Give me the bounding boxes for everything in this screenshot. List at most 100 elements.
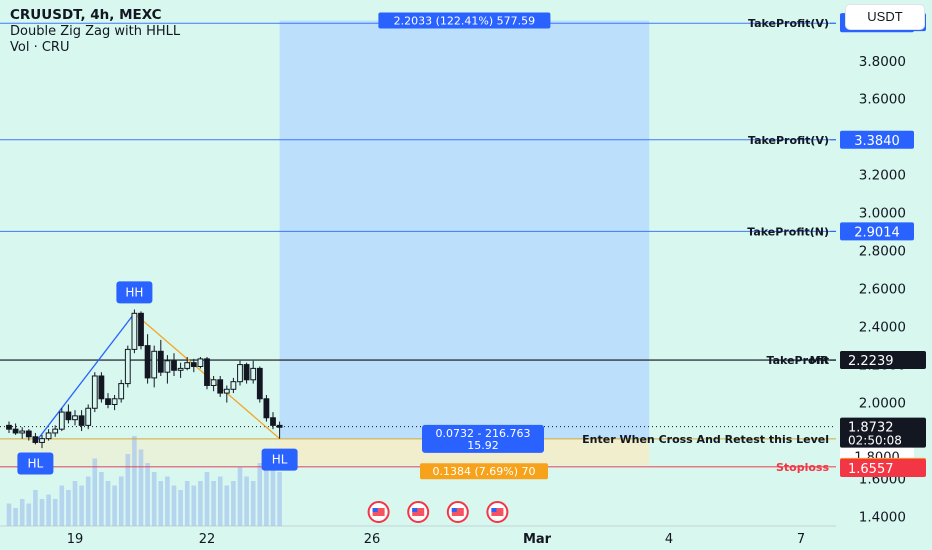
candle-body [144, 345, 151, 379]
candle-body [85, 407, 92, 426]
price-badge-text: 1.8732 [848, 421, 894, 436]
volume-bar [6, 503, 12, 526]
volume-bar [178, 490, 183, 526]
candle-body [105, 398, 111, 405]
level-label: Enter When Cross And Retest this Level [582, 433, 829, 446]
candle-body [52, 428, 59, 434]
volume-bar [66, 490, 71, 526]
volume-bar [204, 472, 210, 526]
candle-body [263, 398, 270, 419]
volume-title: Vol · CRU [10, 40, 70, 55]
flag-stripes [412, 508, 425, 516]
candle-body [204, 358, 210, 386]
volume-bar [72, 481, 78, 526]
price-tick-label: 3.0000 [859, 206, 906, 222]
volume-bar [132, 436, 137, 526]
time-tick-label: 22 [199, 532, 216, 547]
candle-body [111, 398, 118, 405]
volume-bar [277, 472, 282, 526]
candle-body [223, 388, 230, 394]
level-label: TakeProfit(V) [748, 17, 829, 30]
price-badge [840, 458, 926, 477]
candle-body [243, 364, 250, 381]
volume-bar [191, 485, 197, 526]
candle-body [256, 367, 263, 400]
candle-body [65, 411, 72, 421]
price-badge-text: 2.2239 [848, 354, 894, 369]
candle-body [45, 432, 52, 440]
volume-bar [250, 481, 256, 526]
volume-bar [99, 472, 104, 526]
candle-body [210, 379, 217, 386]
volume-bar [158, 481, 164, 526]
volume-bar [125, 454, 131, 526]
volume-bar [92, 458, 98, 526]
volume-bar [59, 485, 65, 526]
volume-bar [151, 472, 157, 526]
volume-bar [112, 485, 117, 526]
volume-bar [165, 476, 170, 526]
price-badge [840, 351, 926, 370]
time-tick-label: Mar [523, 532, 552, 547]
volume-bar [237, 467, 243, 526]
position-label-box [422, 424, 544, 453]
time-tick-label: 19 [67, 532, 84, 547]
symbol-title: CRUUSDT, 4h, MEXC [10, 7, 162, 23]
candle-body [58, 411, 65, 430]
pivot-label: HL [17, 452, 54, 475]
target-label: 2.2033 (122.41%) 577.59 [394, 15, 536, 28]
price-tick-label: 3.8000 [859, 54, 906, 70]
candle-body [164, 360, 171, 373]
level-badge [840, 130, 914, 149]
flag-canton [372, 508, 378, 512]
zigzag-segment [34, 312, 135, 443]
level-label: TakeProfit [767, 354, 829, 367]
level-badge-text: 2.9014 [854, 225, 900, 240]
volume-bar [19, 499, 25, 526]
time-axis-bg [0, 526, 932, 550]
position-label-line2: 15.92 [467, 439, 499, 452]
pivot-label: HH [116, 281, 153, 304]
volume-bar [138, 449, 144, 526]
volume-bar [46, 494, 51, 526]
price-tick-label: 2.8000 [859, 244, 906, 260]
price-tick-label: 1.4000 [859, 510, 906, 526]
volume-bar [224, 485, 230, 526]
price-badge [840, 417, 926, 448]
volume-bar [270, 454, 276, 526]
volume-bar [52, 499, 58, 526]
price-badge-sub: 02:50:08 [848, 434, 902, 448]
candle-body [171, 360, 177, 371]
volume-bar [105, 481, 111, 526]
candle-body [25, 430, 32, 438]
level-label: Stoploss [776, 461, 829, 474]
candle-body [270, 417, 276, 426]
candle-body [177, 367, 184, 371]
price-badge-text: 1.6557 [848, 462, 894, 477]
price-tick-label: 2.0000 [859, 396, 906, 412]
level-badge [840, 222, 914, 241]
flag-canton [412, 508, 418, 512]
candle-body [91, 375, 98, 409]
target-label-box [378, 12, 551, 29]
target-zone [279, 20, 650, 439]
pivot-label-box [116, 281, 153, 304]
candle-body [230, 381, 237, 390]
volume-bar [118, 476, 124, 526]
candle-body [197, 358, 204, 367]
currency-button[interactable]: USDT [846, 5, 924, 29]
stop-label: 0.1384 (7.69%) 70 [432, 465, 535, 478]
volume-bar [244, 476, 249, 526]
volume-bar [145, 463, 150, 526]
candle-body [124, 348, 131, 385]
pivot-label-text: HL [28, 456, 44, 470]
level-badge-text: 3.3840 [854, 134, 900, 149]
volume-bar [171, 485, 177, 526]
stop-label-box [420, 463, 548, 480]
volume-bar [85, 476, 91, 526]
flag-stripes [372, 508, 385, 516]
pivot-label-box [17, 452, 54, 475]
candle-body [98, 375, 105, 400]
price-tick-label: 2.4000 [859, 320, 906, 336]
